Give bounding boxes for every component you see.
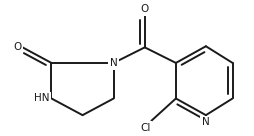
Text: O: O: [13, 42, 21, 52]
Text: O: O: [141, 4, 149, 14]
Text: HN: HN: [34, 93, 49, 103]
Text: N: N: [202, 117, 210, 127]
Text: Cl: Cl: [140, 123, 150, 133]
Text: N: N: [110, 58, 118, 68]
